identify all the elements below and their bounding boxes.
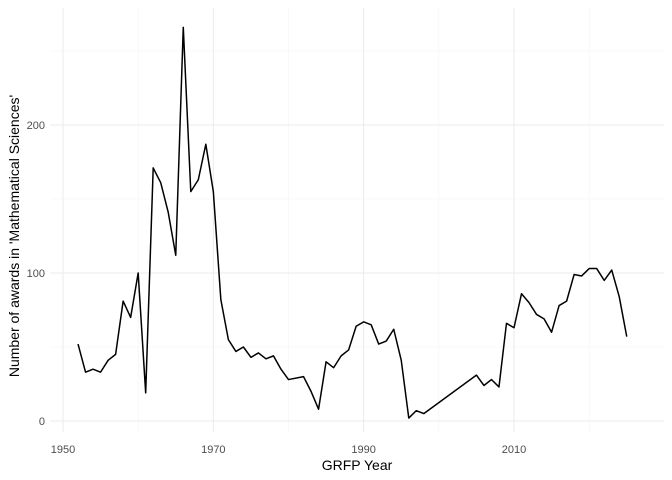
series-line	[77, 26, 628, 419]
x-tick-label: 1950	[51, 444, 75, 456]
x-tick-label: 1990	[351, 444, 375, 456]
y-tick-label: 100	[27, 268, 45, 280]
y-tick-label: 0	[39, 416, 45, 428]
y-tick-label: 200	[27, 120, 45, 132]
minor-gridlines	[50, 8, 664, 432]
x-axis-title: GRFP Year	[322, 457, 393, 473]
y-axis-tick-labels: 0 100 200	[27, 120, 45, 428]
y-axis-title: Number of awards in 'Mathematical Scienc…	[6, 95, 22, 377]
x-tick-label: 2010	[502, 444, 526, 456]
major-gridlines	[50, 8, 664, 432]
x-tick-label: 1970	[201, 444, 225, 456]
x-axis-tick-labels: 1950 1970 1990 2010	[51, 444, 526, 456]
